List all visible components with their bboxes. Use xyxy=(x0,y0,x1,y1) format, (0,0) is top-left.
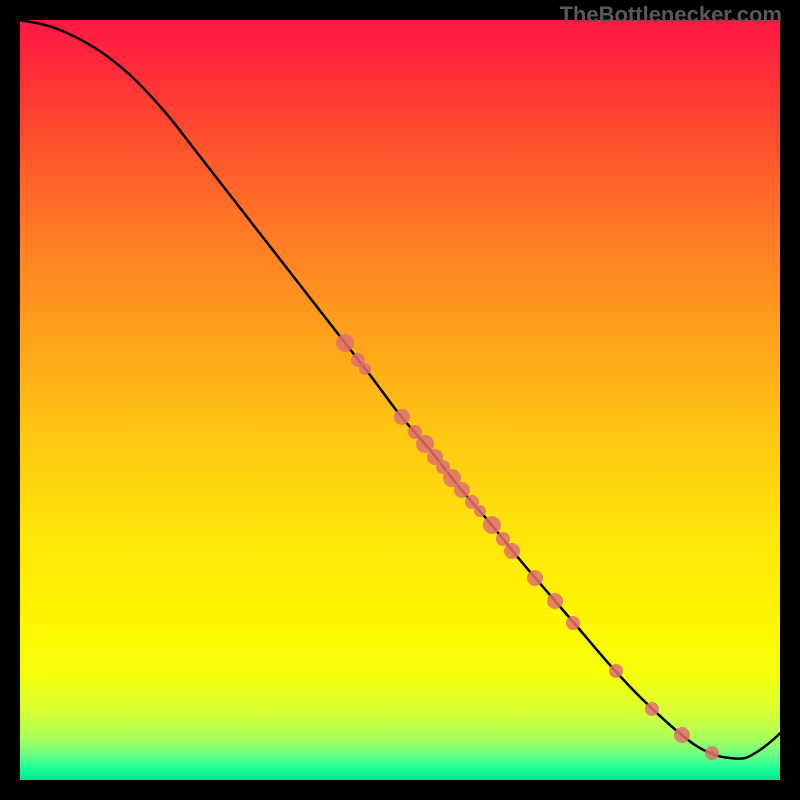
data-point xyxy=(359,363,371,375)
data-point xyxy=(394,409,410,425)
data-point xyxy=(336,334,354,352)
data-point xyxy=(645,702,659,716)
data-point xyxy=(547,593,563,609)
data-point xyxy=(483,516,501,534)
chart-svg-layer xyxy=(0,0,800,800)
bottleneck-curve xyxy=(20,20,780,759)
data-point xyxy=(474,505,486,517)
data-point xyxy=(496,532,510,546)
data-point xyxy=(674,727,690,743)
data-point xyxy=(527,570,543,586)
data-point xyxy=(504,543,520,559)
data-point xyxy=(454,482,470,498)
data-point xyxy=(609,664,623,678)
bottleneck-chart: TheBottlenecker.com xyxy=(0,0,800,800)
data-point xyxy=(705,746,719,760)
data-point xyxy=(566,616,580,630)
